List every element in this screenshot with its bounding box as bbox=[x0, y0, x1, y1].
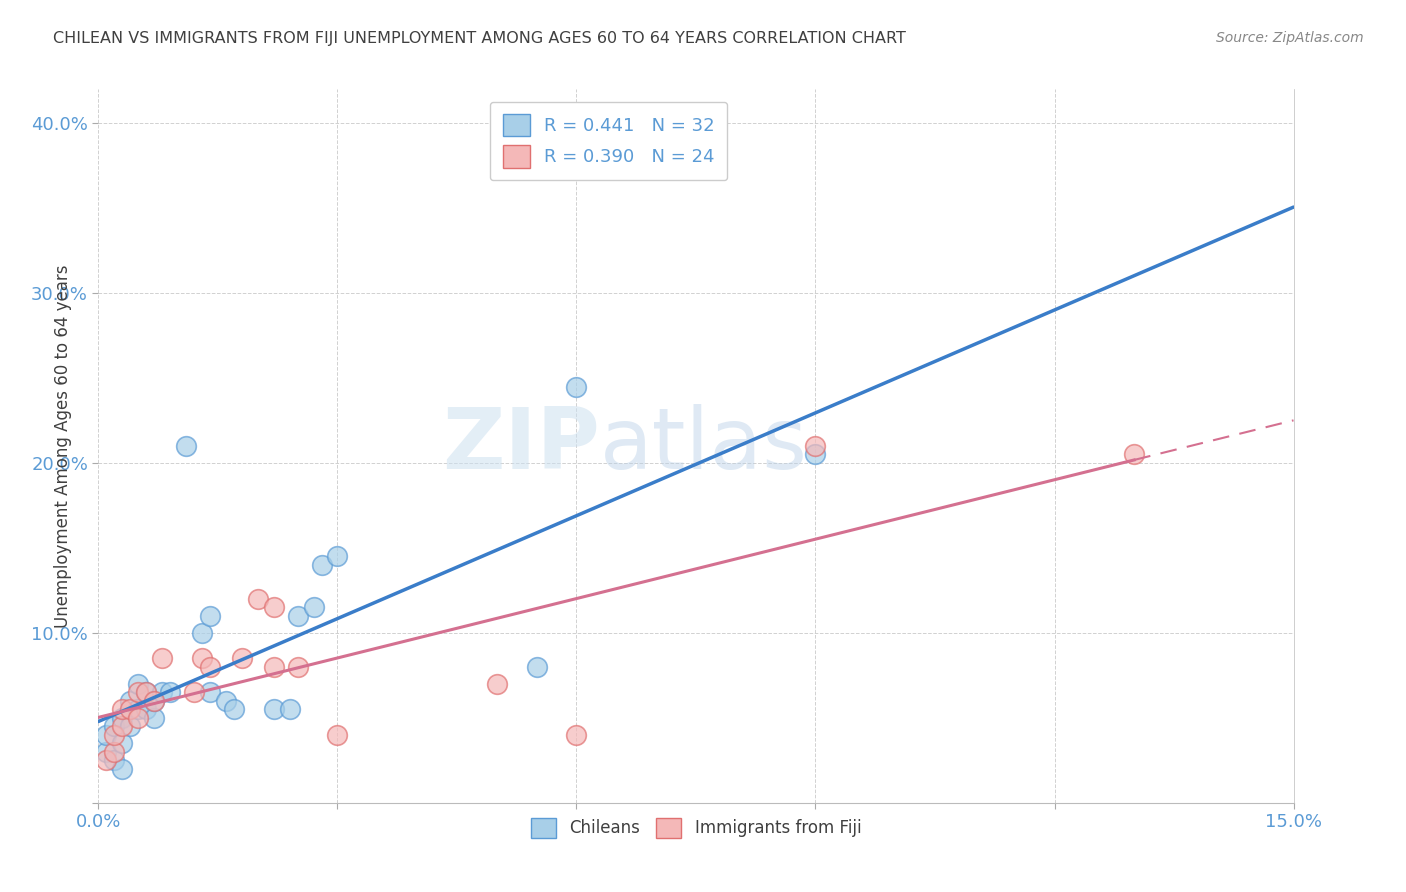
Point bbox=[326, 549, 349, 564]
Point bbox=[96, 728, 118, 742]
Point bbox=[311, 558, 333, 572]
Point bbox=[103, 753, 125, 767]
Point bbox=[127, 677, 149, 691]
Point bbox=[804, 448, 827, 462]
Point bbox=[222, 702, 245, 716]
Legend: Chileans, Immigrants from Fiji: Chileans, Immigrants from Fiji bbox=[520, 807, 872, 848]
Point bbox=[526, 660, 548, 674]
Point bbox=[191, 626, 214, 640]
Point bbox=[96, 745, 118, 759]
Point bbox=[127, 685, 149, 699]
Point bbox=[120, 702, 142, 716]
Point bbox=[150, 651, 173, 665]
Point bbox=[96, 753, 118, 767]
Text: Unemployment Among Ages 60 to 64 years: Unemployment Among Ages 60 to 64 years bbox=[55, 264, 72, 628]
Point bbox=[287, 608, 309, 623]
Point bbox=[326, 728, 349, 742]
Point bbox=[231, 651, 253, 665]
Point bbox=[120, 694, 142, 708]
Point bbox=[111, 762, 134, 776]
Point bbox=[485, 677, 508, 691]
Point bbox=[183, 685, 205, 699]
Point bbox=[103, 719, 125, 733]
Point bbox=[103, 745, 125, 759]
Point bbox=[278, 702, 301, 716]
Text: Source: ZipAtlas.com: Source: ZipAtlas.com bbox=[1216, 31, 1364, 45]
Point bbox=[804, 439, 827, 453]
Point bbox=[1123, 448, 1146, 462]
Point bbox=[215, 694, 238, 708]
Point bbox=[263, 660, 285, 674]
Point bbox=[302, 600, 325, 615]
Text: ZIP: ZIP bbox=[443, 404, 600, 488]
Text: CHILEAN VS IMMIGRANTS FROM FIJI UNEMPLOYMENT AMONG AGES 60 TO 64 YEARS CORRELATI: CHILEAN VS IMMIGRANTS FROM FIJI UNEMPLOY… bbox=[53, 31, 907, 46]
Point bbox=[143, 694, 166, 708]
Point bbox=[103, 728, 125, 742]
Point bbox=[111, 702, 134, 716]
Point bbox=[143, 711, 166, 725]
Point bbox=[263, 600, 285, 615]
Point bbox=[143, 694, 166, 708]
Point bbox=[120, 719, 142, 733]
Text: atlas: atlas bbox=[600, 404, 808, 488]
Point bbox=[565, 728, 588, 742]
Point bbox=[135, 685, 157, 699]
Point bbox=[135, 702, 157, 716]
Point bbox=[565, 379, 588, 393]
Point bbox=[127, 711, 149, 725]
Point bbox=[111, 711, 134, 725]
Point bbox=[191, 651, 214, 665]
Point bbox=[159, 685, 181, 699]
Point bbox=[111, 719, 134, 733]
Point bbox=[198, 660, 221, 674]
Point bbox=[135, 685, 157, 699]
Point bbox=[150, 685, 173, 699]
Point bbox=[263, 702, 285, 716]
Point bbox=[174, 439, 197, 453]
Point bbox=[287, 660, 309, 674]
Point bbox=[198, 685, 221, 699]
Point bbox=[198, 608, 221, 623]
Point bbox=[127, 702, 149, 716]
Point bbox=[111, 736, 134, 750]
Point bbox=[246, 591, 269, 606]
